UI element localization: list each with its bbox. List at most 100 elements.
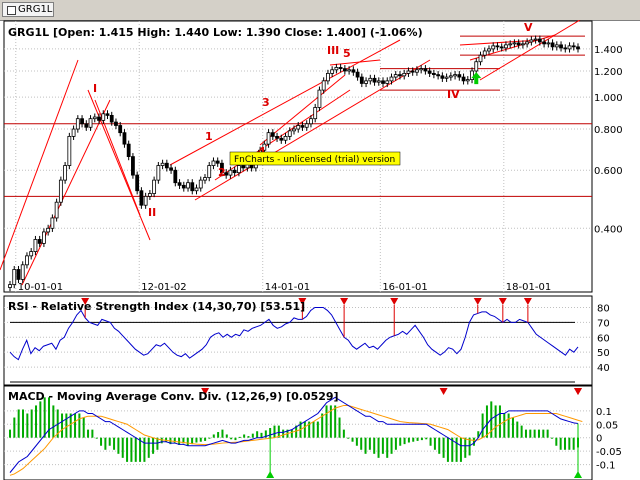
candle-body (105, 113, 110, 116)
candle-body (351, 69, 356, 73)
candle-body (88, 118, 93, 128)
wave-label: IV (447, 88, 460, 101)
candle-body (114, 121, 118, 126)
macd-down-marker (574, 388, 582, 395)
macd-y-tick-label: -0.1 (596, 461, 616, 472)
candle-body (33, 239, 38, 252)
macd-histogram-bar (212, 434, 215, 438)
rsi-down-marker (390, 298, 399, 305)
candle-body (25, 255, 29, 266)
macd-histogram-bar (550, 437, 553, 439)
candle-body (385, 80, 390, 84)
candle-body (181, 184, 186, 189)
macd-histogram-bar (247, 436, 250, 438)
macd-histogram-bar (373, 437, 376, 454)
macd-histogram-bar (30, 409, 33, 438)
chart-tab[interactable]: GRG1L (2, 2, 54, 17)
macd-histogram-bar (303, 421, 306, 438)
candle-body (152, 179, 157, 194)
macd-histogram-bar (338, 417, 341, 438)
candle-body (207, 165, 212, 178)
trendline (194, 59, 431, 201)
candle-body (236, 165, 241, 174)
candle-body (169, 167, 173, 171)
watermark: FnCharts - unlicensed (trial) version (229, 151, 401, 166)
macd-histogram-bar (347, 437, 350, 439)
price-y-tick-label: 0.600 (594, 166, 623, 177)
wave-label: 5 (343, 47, 351, 60)
trendline (329, 59, 381, 66)
macd-histogram-bar (108, 437, 111, 446)
candle-body (368, 77, 373, 82)
candle-body (8, 284, 12, 288)
candle-body (126, 143, 131, 157)
macd-histogram-bar (221, 429, 224, 438)
price-y-ticks: 1.400 1.200 1.000 0.800 0.600 0.400 (594, 45, 623, 235)
candle-body (546, 42, 551, 45)
macd-histogram-bar (399, 437, 402, 446)
candle-body (292, 128, 296, 132)
price-x-ticks: 10-01-01 12-01-02 14-01-01 16-01-01 18-01-01 (18, 282, 551, 293)
candle-body (448, 75, 453, 78)
candle-body (92, 116, 97, 120)
price-candles (8, 35, 580, 292)
macd-histogram-bar (524, 429, 527, 438)
candle-body (537, 38, 542, 43)
macd-grid (4, 410, 592, 466)
candle-body (347, 69, 352, 72)
candle-body (84, 123, 89, 128)
candle-body (419, 68, 424, 71)
rsi-down-marker (340, 298, 349, 305)
macd-histogram-bar (446, 437, 449, 462)
macd-histogram-bar (230, 437, 233, 440)
candle-body (228, 169, 233, 176)
candle-body (20, 264, 25, 280)
macd-histogram-bar (87, 429, 90, 438)
candle-body (465, 79, 470, 82)
macd-histogram-bar (321, 413, 324, 438)
macd-histogram-bar (208, 437, 211, 439)
candle-body (186, 182, 190, 189)
macd-histogram-bar (100, 437, 103, 446)
candle-body (461, 76, 466, 82)
candle-body (160, 162, 165, 166)
candle-body (334, 67, 339, 71)
macd-histogram-bar (95, 437, 98, 439)
macd-histogram-bar (425, 437, 428, 440)
price-trendlines (0, 20, 581, 286)
candle-body (122, 132, 127, 145)
candle-body (173, 169, 178, 184)
candle-body (300, 125, 305, 128)
rsi-markers (81, 298, 532, 338)
macd-histogram-bar (264, 430, 267, 438)
candle-body (58, 179, 63, 203)
candle-body (453, 74, 457, 77)
candle-body (46, 227, 51, 233)
candle-body (478, 54, 483, 63)
candle-body (16, 269, 21, 280)
macd-histogram-bar (256, 431, 259, 438)
rsi-down-marker (473, 298, 482, 305)
macd-histogram-bar (355, 437, 358, 446)
candle-body (75, 118, 80, 130)
rsi-down-marker (81, 298, 90, 305)
candle-body (156, 165, 161, 181)
price-x-tick-label: 14-01-01 (265, 282, 310, 293)
candle-body (143, 195, 148, 206)
candle-body (406, 70, 411, 74)
macd-panel-title: MACD - Moving Average Conv. Div. (12,26,… (8, 390, 339, 403)
candle-body (97, 116, 101, 121)
macd-histogram-bar (503, 413, 506, 438)
candle-body (559, 44, 563, 49)
macd-histogram-bar (139, 437, 142, 462)
macd-histogram-bar (533, 429, 536, 438)
macd-markers (201, 388, 582, 478)
macd-histogram-bar (147, 437, 150, 458)
trendline (0, 59, 79, 271)
macd-histogram-bar (546, 429, 549, 438)
candle-body (304, 123, 309, 128)
wave-label: 1 (205, 130, 213, 143)
candle-body (567, 45, 572, 50)
rsi-grid (4, 306, 592, 383)
candle-body (482, 50, 487, 56)
